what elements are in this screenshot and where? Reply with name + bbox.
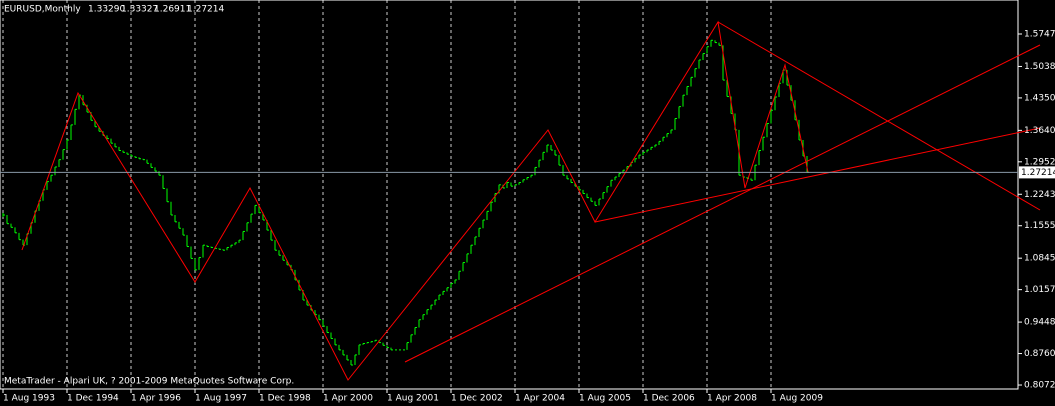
y-tick-label: 1.01575: [1024, 285, 1055, 295]
x-tick-label: 1 Aug 2005: [579, 394, 631, 404]
x-tick-label: 1 Dec 1994: [67, 394, 119, 404]
plot-frame: [0, 0, 1019, 390]
x-tick-label: 1 Dec 2002: [451, 394, 503, 404]
y-tick-label: 1.43500: [1024, 93, 1055, 103]
y-tick-label: 1.50380: [1024, 62, 1055, 72]
y-tick-label: 1.08455: [1024, 254, 1055, 264]
x-tick-label: 1 Dec 1998: [259, 394, 311, 404]
symbol: EURUSD,Monthly: [4, 5, 81, 15]
current-price-label: 1.27214: [1021, 168, 1055, 178]
y-tick-label: 1.15550: [1024, 221, 1055, 231]
y-tick-label: 0.80720: [1024, 381, 1055, 391]
trend-lines: [21, 20, 1041, 381]
zigzag: [21, 20, 809, 381]
x-tick-label: 1 Aug 2001: [387, 394, 439, 404]
x-tick-label: 1 Apr 2008: [707, 394, 757, 404]
y-tick-label: 1.57475: [1024, 30, 1055, 40]
x-tick-label: 1 Aug 1997: [195, 394, 247, 404]
x-tick-label: 1 Aug 1993: [3, 394, 55, 404]
x-tick-label: 1 Apr 1996: [131, 394, 181, 404]
x-tick-label: 1 Dec 2006: [643, 394, 695, 404]
ohlc-open: 1.33290: [88, 5, 125, 15]
ohlc-low: 1.26911: [154, 5, 191, 15]
y-tick-label: 1.29525: [1024, 157, 1055, 167]
trend-line: [717, 21, 1041, 211]
bars: [2, 39, 809, 366]
x-tick-label: 1 Apr 2004: [515, 394, 565, 404]
y-tick-label: 1.22430: [1024, 190, 1055, 200]
y-tick-label: 1.36405: [1024, 126, 1055, 136]
current-price-box: [1019, 166, 1055, 179]
x-tick-label: 1 Apr 2000: [323, 394, 373, 404]
grid: [2, 0, 772, 389]
ohlc-close: 1.27214: [187, 5, 224, 15]
footer: MetaTrader - Alpari UK, ? 2001-2009 Meta…: [4, 377, 294, 387]
x-tick-label: 1 Aug 2009: [771, 394, 823, 404]
trend-line: [404, 44, 1041, 363]
trend-line: [594, 127, 1041, 223]
ohlc-high: 1.33327: [121, 5, 158, 15]
